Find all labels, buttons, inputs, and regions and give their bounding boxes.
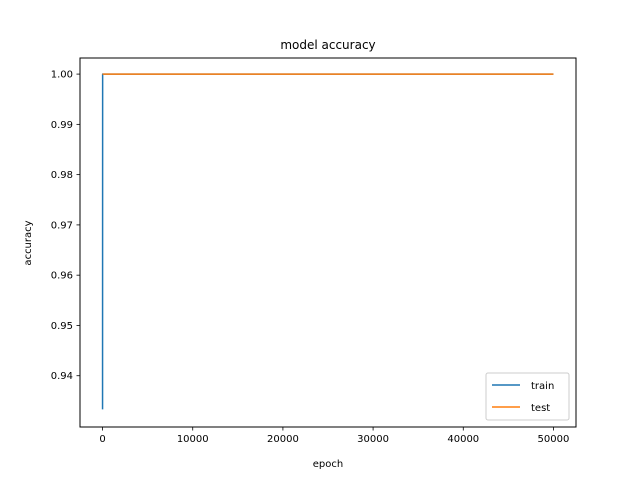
plot-frame [79, 57, 577, 428]
y-tick-label: 0.94 [51, 371, 73, 382]
legend: train test [485, 372, 570, 421]
legend-box [485, 372, 570, 421]
y-tick-label: 0.97 [51, 220, 73, 231]
x-tick-label: 30000 [357, 434, 389, 445]
x-tick-label: 10000 [177, 434, 209, 445]
plot-area [101, 73, 554, 410]
legend-train-label: train [531, 381, 554, 392]
y-tick-label: 1.00 [51, 70, 73, 81]
y-tick-label: 0.95 [51, 321, 73, 332]
y-tick-label: 0.99 [51, 120, 73, 131]
x-tick-label: 40000 [447, 434, 479, 445]
x-axis-label: epoch [313, 459, 343, 470]
x-tick-label: 50000 [538, 434, 570, 445]
y-tick-label: 0.98 [51, 170, 73, 181]
x-tick-label: 0 [99, 434, 105, 445]
chart-title: model accuracy [280, 38, 375, 52]
x-tick-label: 20000 [267, 434, 299, 445]
series-line-train [101, 73, 554, 410]
y-axis-label: accuracy [23, 220, 34, 265]
legend-test-label: test [531, 403, 550, 414]
y-tick-label: 0.96 [51, 271, 73, 282]
